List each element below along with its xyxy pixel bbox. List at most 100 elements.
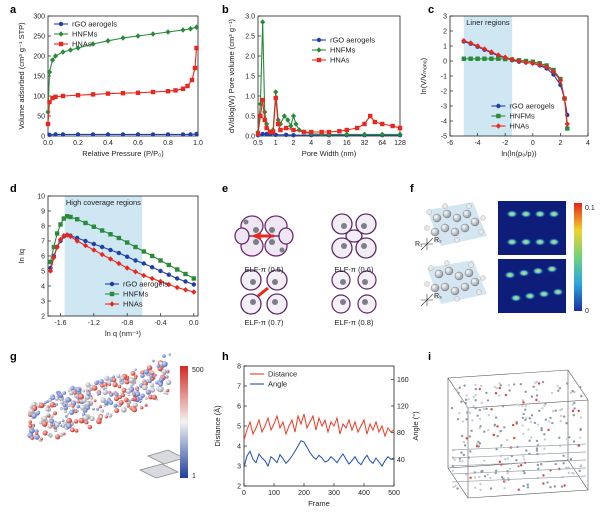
box-atom bbox=[562, 454, 565, 457]
y-tick-label: 1.0 bbox=[245, 94, 255, 101]
data-point bbox=[191, 282, 197, 287]
box-atom bbox=[471, 419, 474, 422]
graphene-layer bbox=[451, 475, 587, 483]
box-atom bbox=[463, 384, 466, 387]
box-atom bbox=[522, 401, 525, 404]
data-point bbox=[57, 236, 64, 243]
cloud-point bbox=[55, 390, 59, 394]
f-colorbar-max: 0.1 bbox=[585, 205, 595, 212]
legend-marker bbox=[496, 113, 501, 119]
shaded-region bbox=[463, 16, 513, 136]
box-atom bbox=[559, 408, 562, 412]
data-point bbox=[75, 93, 81, 98]
data-point bbox=[291, 127, 296, 133]
box-atom bbox=[458, 412, 461, 415]
cloud-point bbox=[60, 424, 63, 427]
legend-label: Angle bbox=[268, 380, 287, 389]
y-tick-label: 0.5 bbox=[245, 114, 255, 121]
cloud-point bbox=[124, 379, 130, 385]
cloud-point bbox=[143, 369, 149, 375]
data-point bbox=[523, 59, 529, 66]
cloud-point bbox=[80, 404, 86, 411]
box-atom bbox=[498, 460, 501, 463]
cloud-point bbox=[53, 426, 56, 429]
y-tick-label: -4 bbox=[441, 119, 447, 126]
data-point bbox=[74, 238, 80, 244]
data-point bbox=[68, 214, 73, 220]
box-atom bbox=[562, 462, 565, 465]
box-atom bbox=[500, 444, 503, 447]
cloud-point bbox=[59, 393, 63, 397]
data-point bbox=[372, 119, 378, 125]
cloud-point bbox=[47, 432, 51, 436]
data-point bbox=[50, 95, 55, 101]
cloud-point bbox=[85, 382, 91, 388]
data-point bbox=[397, 131, 403, 138]
data-point bbox=[47, 268, 54, 274]
data-point bbox=[91, 241, 97, 247]
x-tick-label: 200 bbox=[298, 490, 310, 497]
cloud-point bbox=[74, 428, 79, 433]
data-point bbox=[283, 132, 289, 137]
y-axis-label: dV/dlog(W) Pore volume (cm³ g⁻¹) bbox=[227, 19, 236, 133]
cloud-point bbox=[31, 413, 37, 419]
y-tick-label: 4 bbox=[41, 284, 45, 291]
data-point bbox=[174, 267, 180, 272]
x-tick-label: 0.0 bbox=[189, 320, 199, 327]
box-atom bbox=[517, 465, 520, 468]
box-atom bbox=[543, 404, 546, 407]
panel-letter-c: c bbox=[428, 4, 434, 16]
legend-label: rGO aerogels bbox=[330, 36, 375, 45]
box-atom bbox=[579, 416, 583, 419]
cloud-point bbox=[59, 432, 64, 437]
panel-letter-e: e bbox=[222, 183, 228, 195]
data-point bbox=[67, 47, 74, 53]
data-point bbox=[275, 121, 281, 127]
legend-label: HNFMs bbox=[330, 46, 356, 55]
box-atom bbox=[524, 418, 527, 422]
x-tick-label: 0.5 bbox=[253, 140, 263, 147]
box-atom bbox=[486, 473, 489, 476]
box-atom bbox=[478, 475, 481, 478]
cloud-point bbox=[166, 388, 170, 393]
x-tick-label: 0 bbox=[242, 490, 246, 497]
box-atom bbox=[470, 429, 473, 432]
box-atom bbox=[475, 442, 479, 446]
elf-image-3 bbox=[240, 269, 288, 315]
box-atom bbox=[495, 448, 498, 451]
box-atom bbox=[466, 411, 469, 414]
box-atom bbox=[573, 401, 576, 405]
x-tick-label: 500 bbox=[388, 490, 400, 497]
box-atom bbox=[538, 409, 541, 412]
data-point bbox=[337, 129, 342, 134]
y-tick-label: 10 bbox=[37, 194, 45, 201]
cloud-point bbox=[107, 413, 113, 418]
data-point bbox=[273, 89, 279, 95]
data-point bbox=[362, 121, 367, 127]
data-point bbox=[124, 254, 130, 259]
y-right-tick-label: 120 bbox=[397, 404, 409, 411]
cloud-point bbox=[150, 370, 154, 374]
data-point bbox=[285, 117, 291, 123]
box-atom bbox=[512, 383, 516, 386]
shaded-region-label: Liner regions bbox=[466, 18, 510, 27]
data-point bbox=[141, 261, 147, 266]
data-point bbox=[185, 83, 190, 89]
data-point bbox=[165, 89, 171, 94]
legend-label: HNAs bbox=[72, 40, 92, 49]
data-point bbox=[135, 33, 141, 39]
data-point bbox=[45, 109, 51, 115]
cloud-point bbox=[127, 393, 131, 397]
box-atom bbox=[550, 391, 554, 395]
box-atom bbox=[474, 383, 477, 386]
data-point bbox=[90, 41, 96, 47]
box-atom bbox=[571, 409, 575, 413]
box-atom bbox=[474, 399, 477, 402]
box-atom bbox=[549, 416, 552, 420]
cloud-point bbox=[114, 396, 119, 402]
y-axis-label: Volume adsorbed (cm³ g⁻¹ STP) bbox=[17, 22, 26, 130]
legend-marker bbox=[109, 291, 115, 297]
elf-caption-4: ELF-π (0.8) bbox=[335, 318, 374, 327]
cloud-point bbox=[121, 407, 127, 413]
box-atom bbox=[460, 434, 464, 438]
